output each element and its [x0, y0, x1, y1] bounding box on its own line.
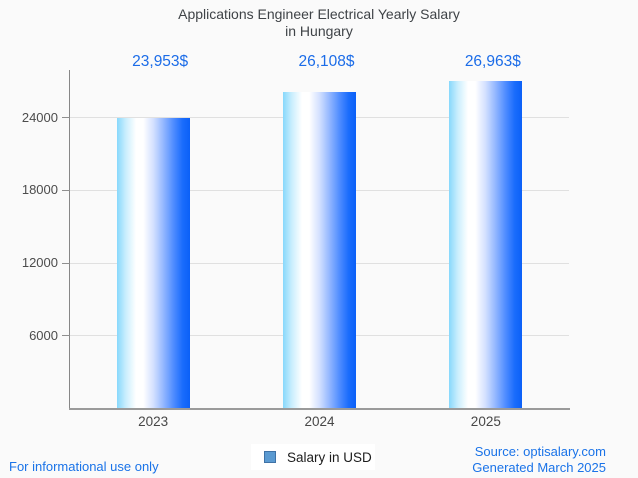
legend: Salary in USD — [251, 444, 375, 470]
bar-value-label: 26,963$ — [464, 53, 521, 70]
footer-generated: Generated March 2025 — [472, 459, 606, 475]
bar-value-label: 26,108$ — [298, 53, 355, 70]
x-axis-line — [68, 408, 570, 410]
legend-label: Salary in USD — [287, 449, 372, 465]
y-axis-line — [68, 70, 70, 408]
y-axis-tick — [62, 117, 70, 119]
bar — [116, 117, 190, 408]
y-axis-label: 18000 — [21, 182, 58, 198]
x-axis-label: 2024 — [304, 414, 335, 429]
y-axis-tick — [62, 262, 70, 264]
bar-value-label: 23,953$ — [132, 53, 189, 70]
chart-title: Applications Engineer Electrical Yearly … — [0, 6, 638, 40]
chart-title-line2: in Hungary — [285, 23, 353, 39]
x-axis-label: 2025 — [470, 414, 501, 429]
y-axis-label: 6000 — [29, 327, 58, 343]
bar — [283, 91, 356, 408]
legend-swatch-icon — [264, 451, 276, 463]
bar — [449, 81, 523, 408]
y-axis-tick — [62, 189, 70, 191]
footer-source-block: Source: optisalary.com Generated March 2… — [472, 444, 606, 475]
y-axis-tick — [62, 335, 70, 337]
footer-source-link[interactable]: Source: optisalary.com — [474, 444, 606, 459]
y-axis-label: 12000 — [21, 255, 58, 271]
x-axis-label: 2023 — [138, 414, 169, 429]
y-axis-label: 24000 — [21, 109, 58, 125]
chart-title-line1: Applications Engineer Electrical Yearly … — [178, 6, 460, 22]
plot-area: 6000 12000 18000 24000 — [22, 70, 569, 408]
footer-disclaimer: For informational use only — [9, 459, 159, 474]
